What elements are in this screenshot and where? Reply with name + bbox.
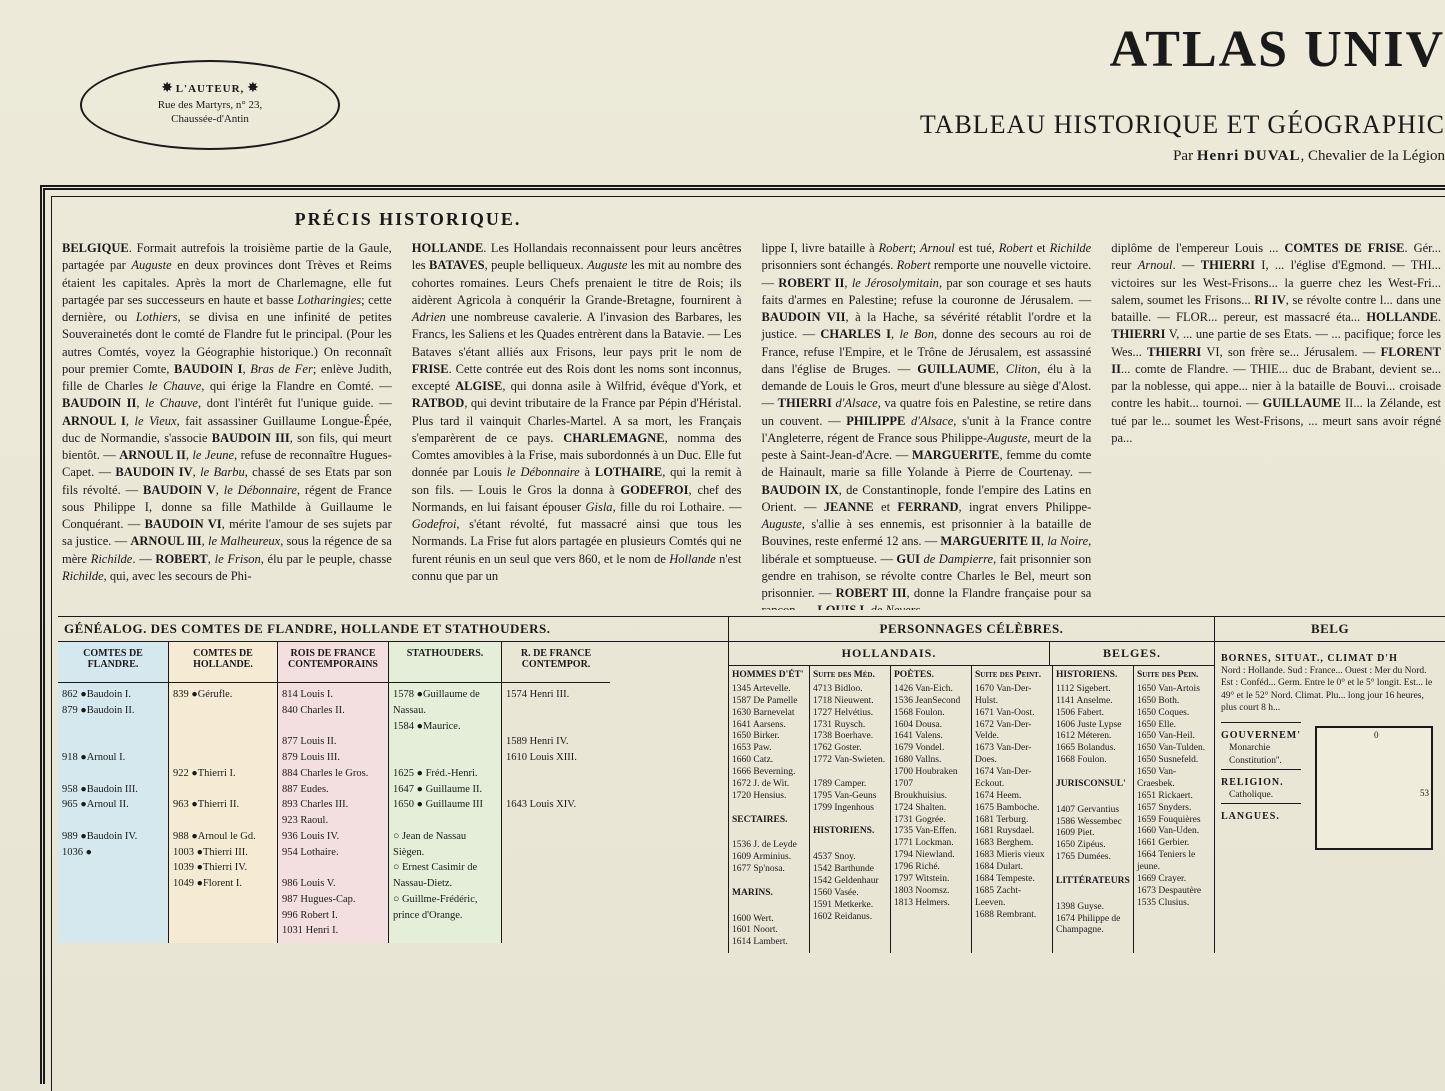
precis-col-1: BELGIQUE. Formait autrefois la troisième… [58,240,396,610]
personnages-grid: HOMMES D'ÉT'1345 Artevelle. 1587 De Pame… [729,666,1214,953]
main-title: ATLAS UNIV [1110,20,1445,79]
pers-col-3: Suite des Peint.1670 Van-Der-Hulst. 1671… [972,666,1053,953]
hollande-head: COMTES DE HOLLANDE. [169,642,277,683]
map-coord-top: 0 [1374,730,1379,742]
pers-col-0: HOMMES D'ÉT'1345 Artevelle. 1587 De Pame… [729,666,810,953]
author-line: Par Henri DUVAL, Chevalier de la Légion [1173,148,1445,165]
flandre-body: 862 ●Baudoin I. 879 ●Baudoin II. 918 ●Ar… [58,683,168,864]
subtitle: TABLEAU HISTORIQUE ET GÉOGRAPHIC [920,110,1445,140]
gouvern-val: Monarchie Constitution''. [1229,742,1301,767]
belges-head: BELGES. [1050,642,1214,665]
bornes-body: Nord : Hollande. Sud : France... Ouest :… [1221,665,1439,714]
bornes-head: BORNES, SITUAT., CLIMAT D'H [1221,652,1439,665]
author-cartouche: ✸ L'AUTEUR, ✸ Rue des Martyrs, n° 23, Ch… [80,60,340,150]
star-icon: ✸ [247,81,259,96]
precis-title: PRÉCIS HISTORIQUE. [58,209,758,230]
cartouche-line3: Chaussée-d'Antin [171,113,249,125]
pers-col-2: POÈTES.1426 Van-Eich. 1536 JeanSecond 15… [891,666,972,953]
rois1-body: 814 Louis I. 840 Charles II. 877 Louis I… [278,683,388,943]
col-stathouders: STATHOUDERS. 1578 ●Guillaume de Nassau. … [389,642,502,943]
rois2-head: R. DE FRANCE CONTEMPOR. [502,642,610,683]
belgique-title: BELG [1215,617,1445,642]
belgique-geo: BORNES, SITUAT., CLIMAT D'H Nord : Holla… [1215,642,1445,860]
religion-head: RELIGION. [1221,776,1301,789]
precis-col-4: diplôme de l'empereur Louis ... COMTES D… [1107,240,1445,610]
langues-head: LANGUES. [1221,810,1301,823]
col-rois-france-1: ROIS DE FRANCE CONTEMPORAINS 814 Louis I… [278,642,389,943]
precis-col-2: HOLLANDE. Les Hollandais reconnaissent p… [408,240,746,610]
pers-col-5: Suite des Pein.1650 Van-Artois 1650 Both… [1134,666,1214,953]
flandre-head: COMTES DE FLANDRE. [58,642,168,683]
genealogy-table: COMTES DE FLANDRE. 862 ●Baudoin I. 879 ●… [58,642,728,943]
map-box: 0 53 [1315,726,1433,850]
belgique-section: BELG BORNES, SITUAT., CLIMAT D'H Nord : … [1215,617,1445,953]
outer-frame: PRÉCIS HISTORIQUE. BELGIQUE. Formait aut… [40,185,1445,1084]
rois2-body: 1574 Henri III. 1589 Henri IV. 1610 Loui… [502,683,610,817]
col-hollande: COMTES DE HOLLANDE. 839 ●Gérufle. 922 ●T… [169,642,278,943]
hollandais-head: HOLLANDAIS. [729,642,1050,665]
map-coord-right: 53 [1420,788,1429,800]
rois1-head: ROIS DE FRANCE CONTEMPORAINS [278,642,388,683]
col-rois-france-2: R. DE FRANCE CONTEMPOR. 1574 Henri III. … [502,642,610,943]
genealogy-title: GÉNÉALOG. DES COMTES DE FLANDRE, HOLLAND… [58,617,728,642]
pers-col-4: HISTORIENS.1112 Sigebert. 1141 Anselme. … [1053,666,1134,953]
cartouche-line2: Rue des Martyrs, n° 23, [158,99,263,111]
col-flandre: COMTES DE FLANDRE. 862 ●Baudoin I. 879 ●… [58,642,169,943]
lower-sections: GÉNÉALOG. DES COMTES DE FLANDRE, HOLLAND… [58,616,1445,953]
star-icon: ✸ [161,81,173,96]
gouvern-head: GOUVERNEM' [1221,729,1301,742]
hollande-body: 839 ●Gérufle. 922 ●Thierri I. 963 ●Thier… [169,683,277,896]
cartouche-line1: L'AUTEUR, [176,83,245,95]
genealogy-section: GÉNÉALOG. DES COMTES DE FLANDRE, HOLLAND… [58,617,729,953]
precis-columns: BELGIQUE. Formait autrefois la troisième… [58,240,1445,610]
stath-body: 1578 ●Guillaume de Nassau. 1584 ●Maurice… [389,683,501,927]
precis-col-3: lippe I, livre bataille à Robert; Arnoul… [758,240,1096,610]
pers-col-1: Suite des Méd.4713 Bidloo. 1718 Nieuwent… [810,666,891,953]
personnages-section: PERSONNAGES CÉLÈBRES. HOLLANDAIS. BELGES… [729,617,1215,953]
inner-frame: PRÉCIS HISTORIQUE. BELGIQUE. Formait aut… [51,196,1445,1091]
religion-val: Catholique. [1229,789,1301,801]
personnages-title: PERSONNAGES CÉLÈBRES. [729,617,1214,642]
stath-head: STATHOUDERS. [389,642,501,683]
personnages-subheads: HOLLANDAIS. BELGES. [729,642,1214,666]
